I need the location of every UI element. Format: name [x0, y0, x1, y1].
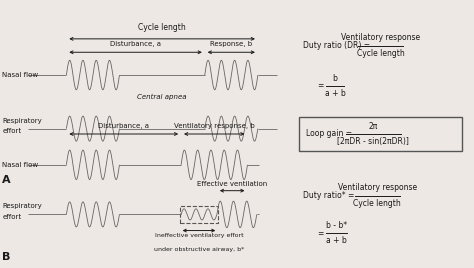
- Text: under obstructive airway, b*: under obstructive airway, b*: [154, 247, 244, 252]
- Text: b - b*: b - b*: [326, 221, 347, 230]
- Bar: [180, 206, 219, 222]
- Text: Ineffective ventilatory effort: Ineffective ventilatory effort: [155, 233, 243, 238]
- Text: Cycle length: Cycle length: [138, 23, 186, 32]
- Text: Nasal flow: Nasal flow: [2, 72, 38, 78]
- Text: b: b: [333, 73, 337, 83]
- Text: =: =: [318, 229, 324, 238]
- Text: Disturbance, a: Disturbance, a: [110, 42, 161, 47]
- Text: Disturbance, a: Disturbance, a: [98, 123, 149, 129]
- Bar: [299, 117, 462, 151]
- Text: A: A: [2, 174, 11, 185]
- Text: Respiratory: Respiratory: [2, 203, 42, 209]
- Text: [2πDR - sin(2πDR)]: [2πDR - sin(2πDR)]: [337, 137, 409, 146]
- Text: Ventilatory response, b: Ventilatory response, b: [174, 123, 255, 129]
- Text: Respiratory: Respiratory: [2, 118, 42, 124]
- Text: Cycle length: Cycle length: [356, 49, 404, 58]
- Text: Cycle length: Cycle length: [353, 199, 401, 208]
- Text: 2π: 2π: [369, 122, 378, 131]
- Text: Duty ratio* =: Duty ratio* =: [303, 191, 357, 200]
- Text: effort: effort: [2, 128, 21, 134]
- Text: Ventilatory response: Ventilatory response: [341, 33, 420, 42]
- Text: Ventilatory response: Ventilatory response: [337, 183, 417, 192]
- Text: Nasal flow: Nasal flow: [2, 162, 38, 168]
- Text: Duty ratio (DR) =: Duty ratio (DR) =: [303, 41, 373, 50]
- Text: effort: effort: [2, 214, 21, 220]
- Text: a + b: a + b: [327, 236, 347, 245]
- Text: Response, b: Response, b: [210, 42, 252, 47]
- Text: Loop gain =: Loop gain =: [306, 129, 354, 139]
- Text: Effective ventilation: Effective ventilation: [197, 181, 267, 187]
- Text: B: B: [2, 252, 11, 262]
- Text: a + b: a + b: [325, 89, 346, 98]
- Text: =: =: [318, 81, 324, 90]
- Text: Central apnea: Central apnea: [137, 94, 187, 100]
